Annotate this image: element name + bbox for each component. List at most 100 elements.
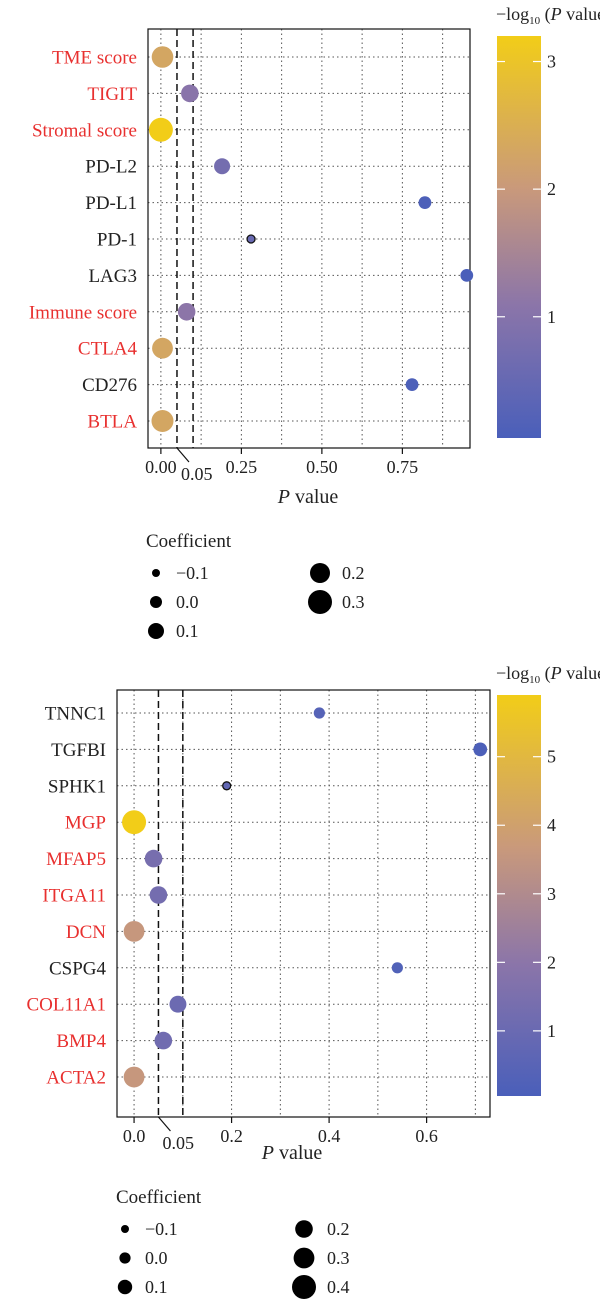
size-legend-dot bbox=[121, 1225, 129, 1233]
y-tick-label: Stromal score bbox=[32, 120, 137, 141]
y-tick-label: MGP bbox=[65, 813, 106, 834]
size-legend-dot bbox=[295, 1220, 313, 1238]
y-tick-label: SPHK1 bbox=[48, 776, 106, 797]
size-legend-label: −0.1 bbox=[176, 563, 209, 583]
y-tick-label: COL11A1 bbox=[26, 995, 106, 1016]
y-tick-label: PD-L2 bbox=[85, 157, 137, 178]
x-tick-label: 0.25 bbox=[226, 457, 258, 477]
size-legend-label: 0.2 bbox=[342, 563, 365, 583]
gridlines bbox=[117, 690, 490, 1117]
data-point bbox=[123, 921, 145, 942]
plot-frame bbox=[116, 689, 491, 1118]
colorbar-tick-label: 1 bbox=[547, 307, 556, 327]
x-tick-label: 0.6 bbox=[415, 1126, 438, 1146]
data-point bbox=[149, 886, 168, 904]
y-tick-label: CD276 bbox=[82, 375, 137, 396]
size-legend-label: −0.1 bbox=[145, 1219, 178, 1239]
y-tick-label: BTLA bbox=[87, 412, 137, 433]
y-tick-label: PD-1 bbox=[97, 230, 137, 251]
size-legend-label: 0.3 bbox=[342, 592, 365, 612]
colorbar-tick-label: 1 bbox=[547, 1021, 556, 1041]
x-tick-label: 0.2 bbox=[220, 1126, 243, 1146]
colorbar-title: −log10 (P value) bbox=[496, 663, 600, 686]
data-point bbox=[122, 810, 147, 835]
threshold-tick bbox=[176, 447, 190, 463]
size-legend-label: 0.0 bbox=[145, 1248, 168, 1268]
y-tick-label: MFAP5 bbox=[46, 849, 106, 870]
y-tick-label: CTLA4 bbox=[78, 339, 138, 360]
x-tick-label: 0.4 bbox=[318, 1126, 341, 1146]
colorbar-title: −log10 (P value) bbox=[496, 4, 600, 27]
size-legend-title: Coefficient bbox=[146, 531, 232, 552]
size-legend-dot bbox=[150, 596, 162, 608]
y-tick-label: Immune score bbox=[29, 302, 137, 323]
colorbar-tick-label: 3 bbox=[547, 884, 556, 904]
size-legend-dot bbox=[310, 563, 330, 583]
colorbar-tick-label: 5 bbox=[547, 747, 556, 767]
colorbar-tick-label: 3 bbox=[547, 52, 556, 72]
y-tick-label: PD-L1 bbox=[85, 193, 137, 214]
threshold-label: 0.05 bbox=[181, 464, 213, 484]
size-legend-label: 0.4 bbox=[327, 1277, 350, 1297]
data-point bbox=[214, 158, 231, 175]
data-point bbox=[148, 117, 173, 142]
size-legend-dot bbox=[292, 1275, 316, 1299]
data-point bbox=[123, 1066, 145, 1088]
data-point bbox=[177, 303, 196, 321]
data-point bbox=[152, 337, 173, 359]
size-legend-title: Coefficient bbox=[116, 1187, 202, 1208]
x-axis-label: P value bbox=[277, 486, 339, 508]
y-tick-label: TGFBI bbox=[51, 740, 106, 761]
data-point bbox=[222, 781, 232, 791]
size-legend-dot bbox=[117, 1279, 133, 1295]
size-legend-label: 0.2 bbox=[327, 1219, 350, 1239]
x-tick-label: 0.75 bbox=[387, 457, 419, 477]
panel-bottom: TNNC1 TGFBI SPHK1 MGP MFAP5 ITGA11 DCN CSPG4 COL… bbox=[26, 663, 600, 1299]
colorbar bbox=[497, 36, 541, 438]
threshold-tick bbox=[157, 1116, 171, 1132]
data-point bbox=[460, 269, 474, 282]
x-tick-label: 0.0 bbox=[123, 1126, 146, 1146]
data-point bbox=[405, 378, 419, 391]
y-tick-label: TNNC1 bbox=[45, 704, 106, 725]
data-point bbox=[246, 234, 256, 244]
threshold-label: 0.05 bbox=[162, 1133, 194, 1153]
size-legend-label: 0.1 bbox=[176, 621, 199, 641]
plot-frame bbox=[147, 28, 471, 449]
y-tick-label: ACTA2 bbox=[46, 1068, 106, 1089]
y-tick-label: BMP4 bbox=[56, 1031, 106, 1052]
colorbar bbox=[497, 695, 541, 1096]
size-legend-dot bbox=[119, 1252, 131, 1264]
size-legend-dot bbox=[148, 623, 164, 639]
panel-top: TME score TIGIT Stromal score PD-L2 PD-L1 PD-… bbox=[29, 4, 600, 641]
data-point bbox=[418, 196, 432, 210]
data-point bbox=[154, 1031, 173, 1050]
y-tick-label: CSPG4 bbox=[49, 958, 107, 979]
data-point bbox=[144, 849, 163, 868]
y-tick-label: ITGA11 bbox=[42, 886, 106, 907]
size-legend-label: 0.1 bbox=[145, 1277, 168, 1297]
data-point bbox=[391, 962, 403, 974]
y-tick-label: TME score bbox=[52, 48, 137, 69]
colorbar-tick-label: 2 bbox=[547, 179, 556, 199]
data-point bbox=[473, 742, 488, 757]
size-legend-label: 0.0 bbox=[176, 592, 199, 612]
y-tick-label: DCN bbox=[66, 922, 106, 943]
size-legend-dot bbox=[308, 590, 332, 614]
y-tick-label: TIGIT bbox=[87, 84, 137, 105]
x-axis-label: P value bbox=[261, 1142, 323, 1164]
size-legend-dot bbox=[293, 1247, 315, 1269]
size-legend-dot bbox=[152, 569, 160, 577]
colorbar-tick-label: 2 bbox=[547, 952, 556, 972]
x-tick-label: 0.00 bbox=[145, 457, 177, 477]
data-point bbox=[151, 410, 174, 432]
data-point bbox=[181, 84, 199, 103]
x-tick-label: 0.50 bbox=[306, 457, 338, 477]
colorbar-tick-label: 4 bbox=[547, 815, 556, 835]
data-point bbox=[169, 995, 187, 1013]
size-legend-label: 0.3 bbox=[327, 1248, 350, 1268]
data-point bbox=[313, 707, 325, 719]
data-point bbox=[151, 46, 174, 68]
y-tick-label: LAG3 bbox=[88, 266, 137, 287]
